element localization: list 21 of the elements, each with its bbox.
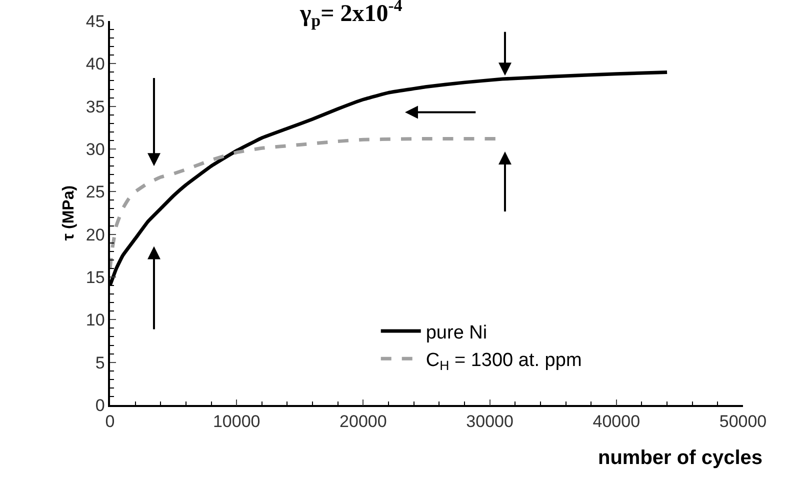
y-tick-label: 0: [95, 396, 105, 415]
line-series: [110, 136, 498, 270]
y-tick-label: 15: [86, 268, 105, 287]
legend-label: pure Ni: [426, 322, 488, 344]
y-tick-label: 10: [86, 310, 105, 330]
y-tick-label: 45: [86, 12, 105, 31]
y-axis-title: τ (MPa): [60, 185, 78, 241]
y-tick-label: 40: [86, 54, 105, 74]
y-tick-label: 20: [86, 225, 105, 244]
x-tick-label: 20000: [340, 412, 387, 432]
legend-label: C$_{H}$ = 1300 at. ppm: [426, 350, 582, 374]
y-tick-label: 35: [86, 97, 105, 116]
x-axis-title: number of cycles: [598, 447, 763, 469]
y-tick-label: 25: [86, 182, 105, 202]
x-tick-label: 40000: [592, 412, 640, 432]
x-tick-label: 50000: [719, 412, 767, 432]
x-tick-label: 30000: [466, 412, 514, 432]
annotation: γ$_{p}$= 2x10$^{-4}$: [299, 0, 403, 30]
y-tick-label: 5: [95, 353, 105, 372]
x-tick-label: 10000: [212, 412, 260, 432]
y-tick-label: 30: [86, 140, 105, 159]
